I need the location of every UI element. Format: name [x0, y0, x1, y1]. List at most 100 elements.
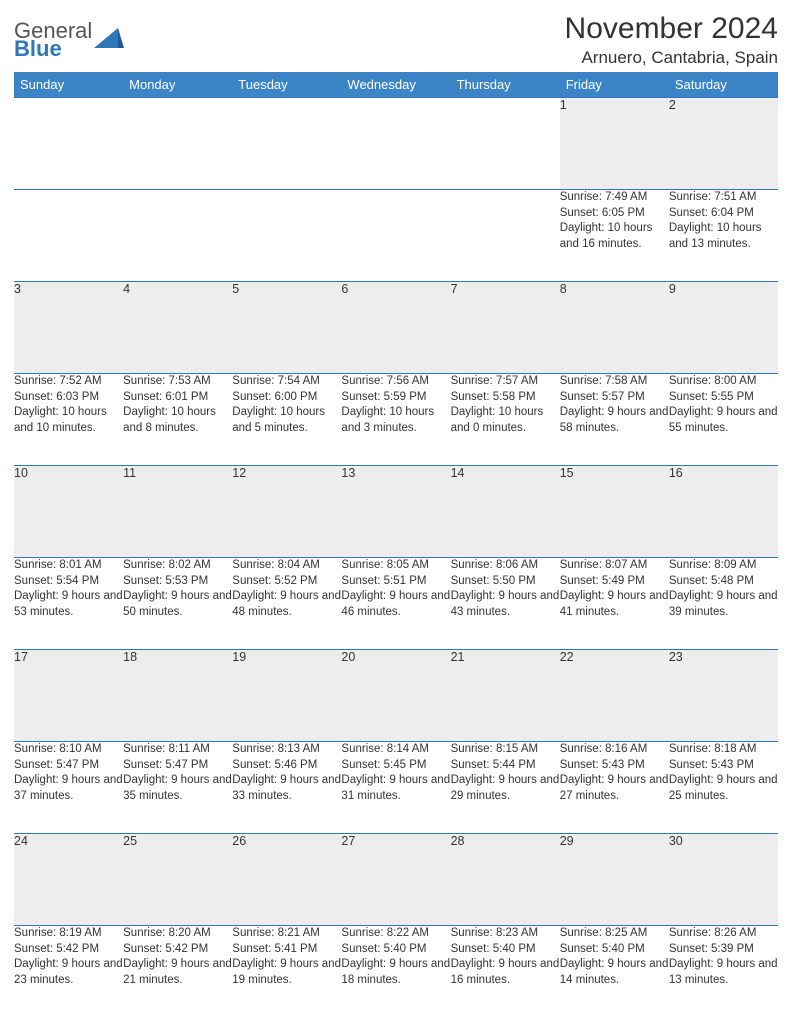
- daylight-text: Daylight: 9 hours and 13 minutes.: [669, 957, 778, 988]
- week-daynum-row: 24252627282930: [14, 834, 778, 926]
- daylight-text: Daylight: 9 hours and 25 minutes.: [669, 773, 778, 804]
- daylight-text: Daylight: 9 hours and 43 minutes.: [451, 589, 560, 620]
- day-info: Sunrise: 8:02 AMSunset: 5:53 PMDaylight:…: [123, 558, 232, 650]
- daylight-text: Daylight: 10 hours and 3 minutes.: [341, 405, 450, 436]
- week-info-row: Sunrise: 8:10 AMSunset: 5:47 PMDaylight:…: [14, 742, 778, 834]
- logo-text-block: General Blue: [14, 20, 92, 60]
- sunrise-text: Sunrise: 8:16 AM: [560, 742, 669, 758]
- day-info: Sunrise: 8:04 AMSunset: 5:52 PMDaylight:…: [232, 558, 341, 650]
- sunset-text: Sunset: 5:47 PM: [14, 758, 123, 774]
- day-number: 1: [560, 98, 669, 190]
- location-label: Arnuero, Cantabria, Spain: [565, 48, 778, 68]
- daylight-text: Daylight: 9 hours and 53 minutes.: [14, 589, 123, 620]
- sunset-text: Sunset: 5:53 PM: [123, 574, 232, 590]
- sunrise-text: Sunrise: 8:07 AM: [560, 558, 669, 574]
- daylight-text: Daylight: 9 hours and 48 minutes.: [232, 589, 341, 620]
- day-info: Sunrise: 8:23 AMSunset: 5:40 PMDaylight:…: [451, 926, 560, 1018]
- week-daynum-row: 17181920212223: [14, 650, 778, 742]
- day-info: Sunrise: 8:16 AMSunset: 5:43 PMDaylight:…: [560, 742, 669, 834]
- day-info: Sunrise: 8:10 AMSunset: 5:47 PMDaylight:…: [14, 742, 123, 834]
- dayhead-tue: Tuesday: [232, 72, 341, 98]
- logo-triangle-icon: [94, 28, 124, 52]
- week-info-row: Sunrise: 7:49 AMSunset: 6:05 PMDaylight:…: [14, 190, 778, 282]
- day-number: [341, 98, 450, 190]
- sunrise-text: Sunrise: 8:20 AM: [123, 926, 232, 942]
- header-row: General Blue November 2024 Arnuero, Cant…: [14, 12, 778, 68]
- day-info: [123, 190, 232, 282]
- day-info: Sunrise: 8:06 AMSunset: 5:50 PMDaylight:…: [451, 558, 560, 650]
- day-info: Sunrise: 7:54 AMSunset: 6:00 PMDaylight:…: [232, 374, 341, 466]
- sunrise-text: Sunrise: 8:09 AM: [669, 558, 778, 574]
- week-info-row: Sunrise: 8:01 AMSunset: 5:54 PMDaylight:…: [14, 558, 778, 650]
- sunset-text: Sunset: 5:59 PM: [341, 390, 450, 406]
- sunset-text: Sunset: 6:05 PM: [560, 206, 669, 222]
- sunrise-text: Sunrise: 8:15 AM: [451, 742, 560, 758]
- day-number: 14: [451, 466, 560, 558]
- day-number: 2: [669, 98, 778, 190]
- sunset-text: Sunset: 5:42 PM: [123, 942, 232, 958]
- sunrise-text: Sunrise: 8:05 AM: [341, 558, 450, 574]
- sunset-text: Sunset: 5:52 PM: [232, 574, 341, 590]
- sunset-text: Sunset: 5:54 PM: [14, 574, 123, 590]
- daylight-text: Daylight: 9 hours and 35 minutes.: [123, 773, 232, 804]
- day-info: Sunrise: 8:07 AMSunset: 5:49 PMDaylight:…: [560, 558, 669, 650]
- day-info: [14, 190, 123, 282]
- day-number: 6: [341, 282, 450, 374]
- day-number: 27: [341, 834, 450, 926]
- day-number: 20: [341, 650, 450, 742]
- day-info: Sunrise: 7:51 AMSunset: 6:04 PMDaylight:…: [669, 190, 778, 282]
- dayhead-thu: Thursday: [451, 72, 560, 98]
- day-number: 21: [451, 650, 560, 742]
- day-info: [341, 190, 450, 282]
- sunrise-text: Sunrise: 7:49 AM: [560, 190, 669, 206]
- day-number: 24: [14, 834, 123, 926]
- daylight-text: Daylight: 10 hours and 16 minutes.: [560, 221, 669, 252]
- daylight-text: Daylight: 9 hours and 37 minutes.: [14, 773, 123, 804]
- day-info: Sunrise: 7:52 AMSunset: 6:03 PMDaylight:…: [14, 374, 123, 466]
- daylight-text: Daylight: 9 hours and 27 minutes.: [560, 773, 669, 804]
- day-info: [232, 190, 341, 282]
- daylight-text: Daylight: 9 hours and 55 minutes.: [669, 405, 778, 436]
- logo-line2: Blue: [14, 36, 62, 61]
- day-info: Sunrise: 8:11 AMSunset: 5:47 PMDaylight:…: [123, 742, 232, 834]
- sunset-text: Sunset: 5:40 PM: [341, 942, 450, 958]
- day-info: [451, 190, 560, 282]
- sunrise-text: Sunrise: 8:01 AM: [14, 558, 123, 574]
- sunrise-text: Sunrise: 7:51 AM: [669, 190, 778, 206]
- title-block: November 2024 Arnuero, Cantabria, Spain: [565, 12, 778, 68]
- calendar-table: Sunday Monday Tuesday Wednesday Thursday…: [14, 72, 778, 1018]
- sunset-text: Sunset: 5:43 PM: [560, 758, 669, 774]
- daylight-text: Daylight: 9 hours and 46 minutes.: [341, 589, 450, 620]
- day-info: Sunrise: 7:49 AMSunset: 6:05 PMDaylight:…: [560, 190, 669, 282]
- day-info: Sunrise: 8:01 AMSunset: 5:54 PMDaylight:…: [14, 558, 123, 650]
- sunrise-text: Sunrise: 7:52 AM: [14, 374, 123, 390]
- sunset-text: Sunset: 5:48 PM: [669, 574, 778, 590]
- sunset-text: Sunset: 5:41 PM: [232, 942, 341, 958]
- sunrise-text: Sunrise: 8:22 AM: [341, 926, 450, 942]
- day-info: Sunrise: 8:09 AMSunset: 5:48 PMDaylight:…: [669, 558, 778, 650]
- day-number: [123, 98, 232, 190]
- day-info: Sunrise: 7:57 AMSunset: 5:58 PMDaylight:…: [451, 374, 560, 466]
- daylight-text: Daylight: 9 hours and 23 minutes.: [14, 957, 123, 988]
- day-number: 29: [560, 834, 669, 926]
- sunset-text: Sunset: 5:49 PM: [560, 574, 669, 590]
- day-info: Sunrise: 8:26 AMSunset: 5:39 PMDaylight:…: [669, 926, 778, 1018]
- day-info: Sunrise: 8:14 AMSunset: 5:45 PMDaylight:…: [341, 742, 450, 834]
- dayhead-sat: Saturday: [669, 72, 778, 98]
- week-info-row: Sunrise: 8:19 AMSunset: 5:42 PMDaylight:…: [14, 926, 778, 1018]
- sunset-text: Sunset: 6:01 PM: [123, 390, 232, 406]
- sunrise-text: Sunrise: 7:57 AM: [451, 374, 560, 390]
- daylight-text: Daylight: 10 hours and 0 minutes.: [451, 405, 560, 436]
- dayhead-mon: Monday: [123, 72, 232, 98]
- day-number: [232, 98, 341, 190]
- daylight-text: Daylight: 9 hours and 14 minutes.: [560, 957, 669, 988]
- day-info: Sunrise: 7:56 AMSunset: 5:59 PMDaylight:…: [341, 374, 450, 466]
- sunrise-text: Sunrise: 7:53 AM: [123, 374, 232, 390]
- calendar-head: Sunday Monday Tuesday Wednesday Thursday…: [14, 72, 778, 98]
- daylight-text: Daylight: 10 hours and 10 minutes.: [14, 405, 123, 436]
- day-number: 28: [451, 834, 560, 926]
- day-number: 12: [232, 466, 341, 558]
- daylight-text: Daylight: 9 hours and 39 minutes.: [669, 589, 778, 620]
- day-info: Sunrise: 8:05 AMSunset: 5:51 PMDaylight:…: [341, 558, 450, 650]
- dayhead-fri: Friday: [560, 72, 669, 98]
